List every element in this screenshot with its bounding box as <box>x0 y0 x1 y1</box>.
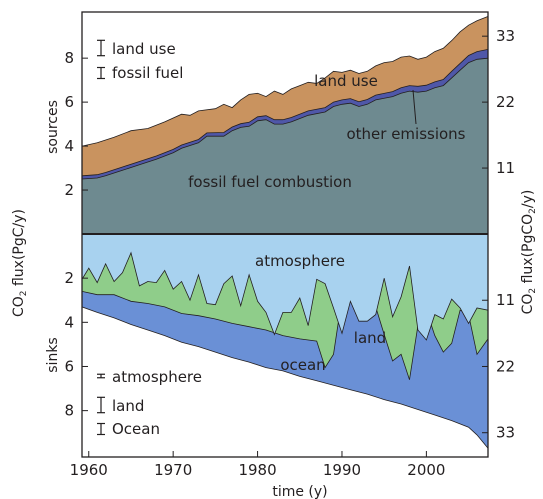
sources-left-tick-label: 2 <box>64 181 74 199</box>
uncertainty-legends: land use fossil fuel atmosphere land Ocean <box>97 39 202 438</box>
fossil-fuel-uncertainty-bar <box>97 66 105 80</box>
sinks-axis-title: sinks <box>45 337 61 372</box>
sources-area-fossil-fuel-combustion <box>82 57 488 234</box>
sinks-right-tick-label: 22 <box>496 357 515 375</box>
ocean-annotation: ocean <box>280 356 325 374</box>
sources-right-tick-label: 11 <box>496 159 515 177</box>
series-annotations: land use other emissions fossil fuel combu… <box>188 72 466 374</box>
x-tick-label: 1970 <box>154 461 192 479</box>
land-use-uncertainty-bar <box>97 39 105 57</box>
atmosphere-legend-label: atmosphere <box>112 368 202 386</box>
sources-right-tick-label: 33 <box>496 27 515 45</box>
sources-panel <box>82 12 488 234</box>
other-emissions-annotation: other emissions <box>346 125 465 143</box>
x-tick-label: 1960 <box>70 461 108 479</box>
atmosphere-annotation: atmosphere <box>255 252 345 270</box>
axis-titles: time (y) CO2 flux(PgC/y) CO2 flux(PgCO2/… <box>11 100 538 499</box>
sinks-left-tick-label: 2 <box>64 269 74 287</box>
sinks-area-atmosphere <box>82 234 488 341</box>
sources-right-tick-label: 22 <box>496 93 515 111</box>
x-tick-label: 1990 <box>323 461 361 479</box>
sinks-left-tick-label: 4 <box>64 313 74 331</box>
land-legend-label: land <box>112 397 144 415</box>
sources-left-tick-label: 4 <box>64 137 74 155</box>
sources-left-tick-label: 6 <box>64 93 74 111</box>
land-use-annotation: land use <box>314 72 378 90</box>
plot-frame <box>81 11 489 458</box>
land-use-legend-label: land use <box>112 40 176 58</box>
x-tick-label: 1980 <box>238 461 276 479</box>
left-axis-title: CO2 flux(PgC/y) <box>11 209 29 317</box>
sinks-panel <box>82 234 488 457</box>
ocean-legend-label: Ocean <box>112 420 160 438</box>
tick-marks-and-labels: 2 4 6 8 2 4 6 8 11 22 33 11 22 33 1960 1970 1980 1990 2000 <box>64 27 515 479</box>
right-axis-title: CO2 flux(PgCO2/y) <box>520 190 538 315</box>
other-emissions-leader-line <box>412 89 417 125</box>
land-uncertainty-bar <box>97 396 105 414</box>
sinks-left-tick-label: 8 <box>64 402 74 420</box>
sources-left-tick-label: 8 <box>64 49 74 67</box>
atmosphere-uncertainty-bar <box>97 373 105 379</box>
x-tick-label: 2000 <box>407 461 445 479</box>
x-axis-title: time (y) <box>272 484 327 499</box>
fossil-fuel-legend-label: fossil fuel <box>112 64 183 82</box>
sources-axis-title: sources <box>45 100 61 154</box>
ocean-uncertainty-bar <box>97 422 105 436</box>
sinks-left-tick-label: 6 <box>64 357 74 375</box>
sinks-right-tick-label: 33 <box>496 424 515 442</box>
sinks-right-tick-label: 11 <box>496 291 515 309</box>
fossil-fuel-combustion-annotation: fossil fuel combustion <box>188 173 352 191</box>
land-sink-annotation: land <box>354 329 386 347</box>
plot-panels <box>82 12 488 457</box>
